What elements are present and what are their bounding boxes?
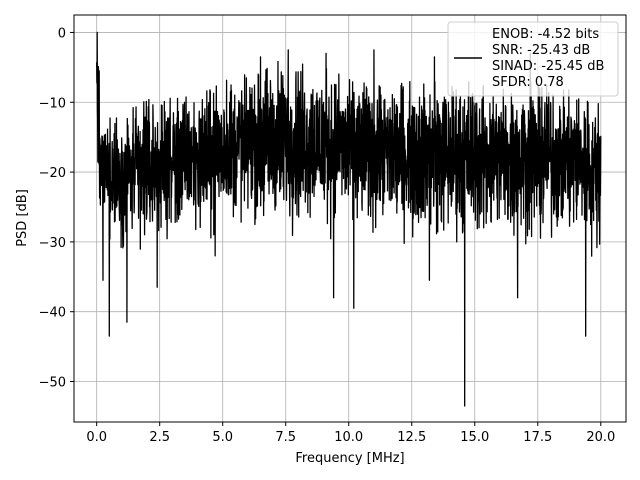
legend-entry-snr: SNR: -25.43 dB <box>492 43 590 58</box>
y-axis: 0 −10 −20 −30 −40 −50 <box>39 26 74 391</box>
plot-frame <box>73 14 627 423</box>
x-tick-label: 2.5 <box>149 430 170 445</box>
y-tick-label: 0 <box>58 26 66 41</box>
legend-entry-sinad: SINAD: -25.45 dB <box>492 59 604 74</box>
y-tick-label: −30 <box>39 236 66 251</box>
y-tick-label: −10 <box>39 96 66 111</box>
legend-entry-sfdr: SFDR: 0.78 <box>492 75 564 90</box>
x-axis: 0.0 2.5 5.0 7.5 10.0 12.5 15.0 17.5 20.0 <box>86 422 615 445</box>
x-tick-label: 15.0 <box>460 430 489 445</box>
y-tick-label: −50 <box>39 376 66 391</box>
legend: ENOB: -4.52 bits SNR: -25.43 dB SINAD: -… <box>447 21 619 97</box>
y-tick-label: −20 <box>39 166 66 181</box>
x-tick-label: 20.0 <box>586 430 615 445</box>
x-tick-label: 17.5 <box>523 430 552 445</box>
legend-box <box>447 21 619 97</box>
x-axis-label: Frequency [MHz] <box>295 451 404 466</box>
y-axis-label: PSD [dB] <box>15 189 30 247</box>
psd-series-line <box>96 31 602 407</box>
x-tick-label: 0.0 <box>86 430 107 445</box>
x-tick-label: 10.0 <box>334 430 363 445</box>
legend-entry-enob: ENOB: -4.52 bits <box>492 27 599 42</box>
x-tick-label: 12.5 <box>397 430 426 445</box>
x-tick-label: 5.0 <box>212 430 233 445</box>
x-tick-label: 7.5 <box>275 430 296 445</box>
y-tick-label: −40 <box>39 306 66 321</box>
